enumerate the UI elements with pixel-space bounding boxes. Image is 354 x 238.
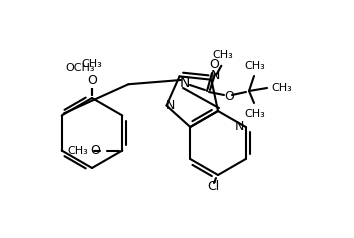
Text: Cl: Cl [207, 180, 219, 193]
Text: N: N [180, 76, 190, 90]
Text: CH₃: CH₃ [212, 50, 233, 60]
Text: N: N [166, 99, 175, 112]
Text: CH₃: CH₃ [68, 145, 88, 155]
Text: N: N [211, 69, 220, 82]
Text: O: O [224, 89, 234, 103]
Text: CH₃: CH₃ [245, 109, 266, 119]
Text: N: N [235, 120, 244, 134]
Text: OCH₃: OCH₃ [65, 63, 95, 73]
Text: CH₃: CH₃ [82, 59, 102, 69]
Text: CH₃: CH₃ [271, 83, 292, 93]
Text: O: O [209, 59, 219, 71]
Text: CH₃: CH₃ [245, 61, 266, 71]
Text: O: O [87, 74, 97, 86]
Text: O: O [90, 144, 100, 157]
